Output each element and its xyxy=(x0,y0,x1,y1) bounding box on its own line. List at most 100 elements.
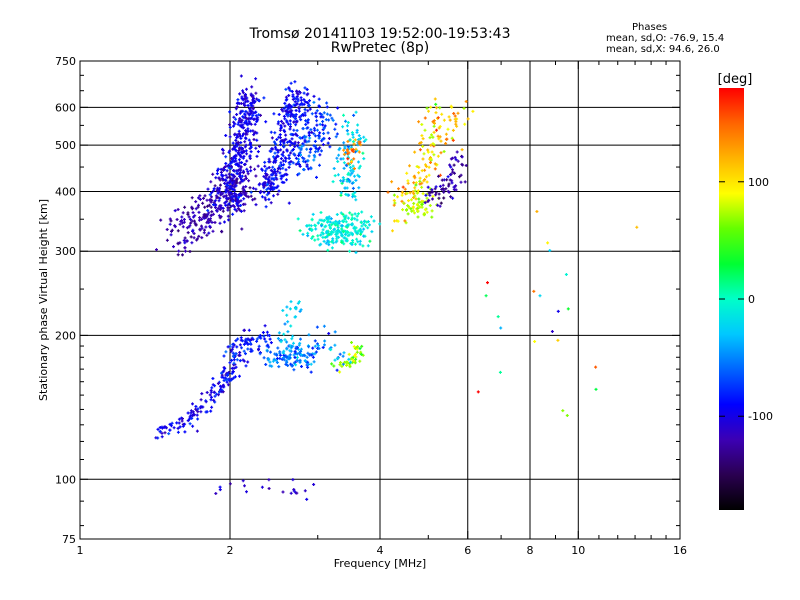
data-point xyxy=(466,117,470,121)
data-point xyxy=(496,315,500,319)
data-point xyxy=(342,152,346,156)
data-point xyxy=(323,124,327,128)
data-point xyxy=(349,360,352,364)
data-point xyxy=(252,101,256,105)
data-point xyxy=(276,122,280,126)
data-point xyxy=(327,232,331,236)
data-point xyxy=(448,163,452,167)
data-point xyxy=(316,344,320,348)
data-point xyxy=(309,370,313,374)
data-point xyxy=(204,225,208,229)
data-point xyxy=(451,138,455,142)
data-point xyxy=(433,187,437,191)
data-point xyxy=(176,242,180,246)
data-point xyxy=(155,248,158,252)
data-point xyxy=(342,166,346,170)
data-point xyxy=(238,92,242,96)
data-point xyxy=(210,386,214,390)
data-point xyxy=(355,128,359,132)
data-point xyxy=(350,131,354,135)
data-point xyxy=(327,332,331,335)
data-point xyxy=(268,179,272,183)
data-point xyxy=(236,337,240,341)
data-point xyxy=(417,200,421,204)
data-point xyxy=(240,151,244,155)
data-point xyxy=(336,220,340,224)
data-point xyxy=(199,406,203,410)
data-point xyxy=(231,345,235,349)
data-point xyxy=(430,150,434,154)
data-point xyxy=(197,210,201,214)
data-point xyxy=(231,370,235,374)
data-point xyxy=(301,127,305,131)
data-point xyxy=(269,186,273,190)
data-point xyxy=(242,349,246,353)
data-point xyxy=(433,167,437,171)
data-point xyxy=(441,183,445,187)
data-point xyxy=(243,100,247,104)
data-point xyxy=(168,422,172,426)
data-point xyxy=(358,164,362,168)
data-point xyxy=(226,377,230,381)
data-point xyxy=(254,174,258,178)
data-point xyxy=(325,112,329,116)
data-point xyxy=(233,207,237,211)
data-point xyxy=(198,216,202,220)
data-point xyxy=(309,224,313,228)
data-point xyxy=(314,134,317,138)
data-point xyxy=(275,361,279,364)
data-point xyxy=(442,118,446,122)
data-point xyxy=(425,210,429,214)
data-point xyxy=(170,421,174,425)
data-point xyxy=(263,164,267,168)
data-point xyxy=(345,149,349,153)
data-point xyxy=(204,216,208,220)
data-point xyxy=(413,174,416,178)
data-point xyxy=(267,345,271,349)
data-point xyxy=(360,352,363,356)
data-point xyxy=(294,109,298,112)
data-point xyxy=(283,138,287,142)
data-point xyxy=(280,357,284,361)
data-point xyxy=(277,331,281,335)
data-point xyxy=(163,431,167,435)
data-point xyxy=(282,181,286,184)
data-point xyxy=(229,160,233,164)
data-point xyxy=(447,115,451,119)
data-point xyxy=(245,167,249,171)
data-point xyxy=(432,153,436,157)
data-point xyxy=(267,487,271,490)
data-point xyxy=(240,95,244,99)
data-point xyxy=(254,77,258,81)
data-point xyxy=(421,192,425,196)
data-point xyxy=(293,104,297,107)
data-point xyxy=(410,198,413,202)
data-point xyxy=(453,114,457,118)
data-point xyxy=(307,104,311,107)
data-point xyxy=(272,140,276,144)
data-point xyxy=(233,122,237,126)
data-point xyxy=(417,120,421,124)
data-point xyxy=(276,346,280,350)
data-point xyxy=(245,490,248,494)
data-point xyxy=(357,150,361,154)
data-point xyxy=(284,355,288,359)
data-point xyxy=(453,171,456,175)
data-point xyxy=(280,174,284,178)
y-tick-label: 400 xyxy=(55,185,76,198)
data-point xyxy=(426,200,430,203)
data-point xyxy=(351,241,355,244)
data-point xyxy=(240,178,243,181)
data-point xyxy=(238,134,242,138)
data-point xyxy=(340,364,344,368)
data-point xyxy=(246,127,250,131)
data-point xyxy=(301,113,305,117)
data-point xyxy=(304,123,308,126)
data-point xyxy=(264,172,268,176)
data-point xyxy=(444,132,448,136)
data-point xyxy=(241,89,245,93)
data-point xyxy=(255,97,259,101)
data-point xyxy=(319,242,323,246)
data-point xyxy=(216,206,220,210)
